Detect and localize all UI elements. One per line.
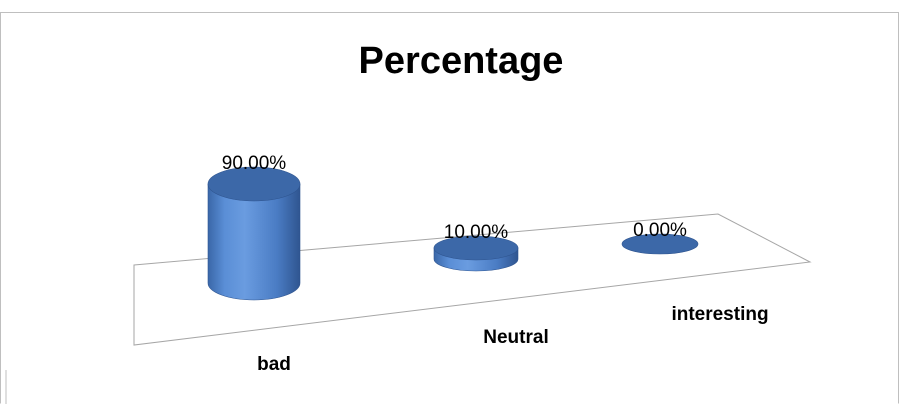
category-label: bad	[257, 354, 291, 375]
bars-layer	[207, 166, 699, 301]
bar-top-cap	[433, 235, 519, 261]
bar-neutral	[433, 235, 519, 272]
bar-interesting	[621, 233, 699, 255]
data-label: 10.00%	[444, 222, 509, 243]
data-label: 90.00%	[222, 153, 287, 174]
bar-top-cap	[207, 166, 301, 202]
data-label: 0.00%	[633, 220, 687, 241]
category-label: interesting	[671, 304, 768, 325]
category-label: Neutral	[483, 327, 548, 348]
labels-layer: 90.00% bad 10.00% Neutral 0.00% interesting	[222, 153, 769, 375]
chart-title: Percentage	[359, 40, 564, 82]
bar-body	[207, 183, 301, 301]
bar-top-cap	[621, 233, 699, 255]
floor-plane	[133, 213, 812, 346]
bar-bad	[207, 166, 301, 301]
